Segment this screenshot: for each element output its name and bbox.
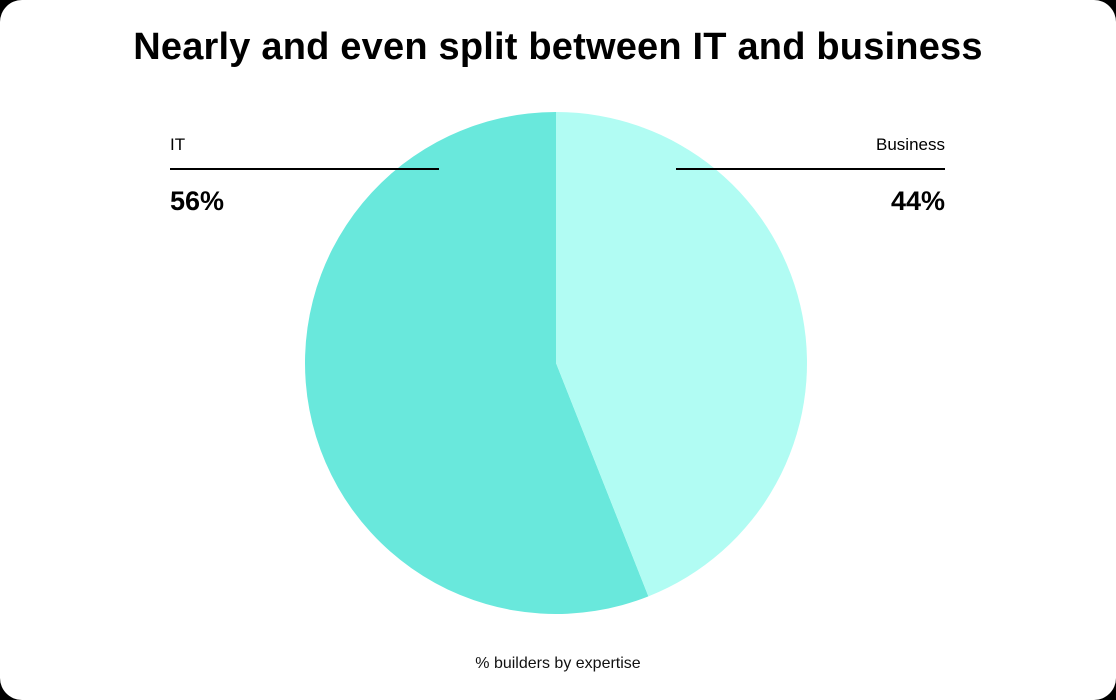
business-label: Business (876, 135, 945, 154)
it-label: IT (170, 135, 186, 154)
business-callout-line (676, 168, 945, 170)
it-callout-line (170, 168, 439, 170)
pie-slice-business (556, 112, 808, 597)
chart-caption: % builders by expertise (475, 655, 641, 672)
pie-slice-it (305, 112, 649, 614)
it-value: 56% (170, 186, 225, 216)
business-value: 44% (890, 186, 945, 216)
chart-title: Nearly and even split between IT and bus… (133, 26, 983, 68)
